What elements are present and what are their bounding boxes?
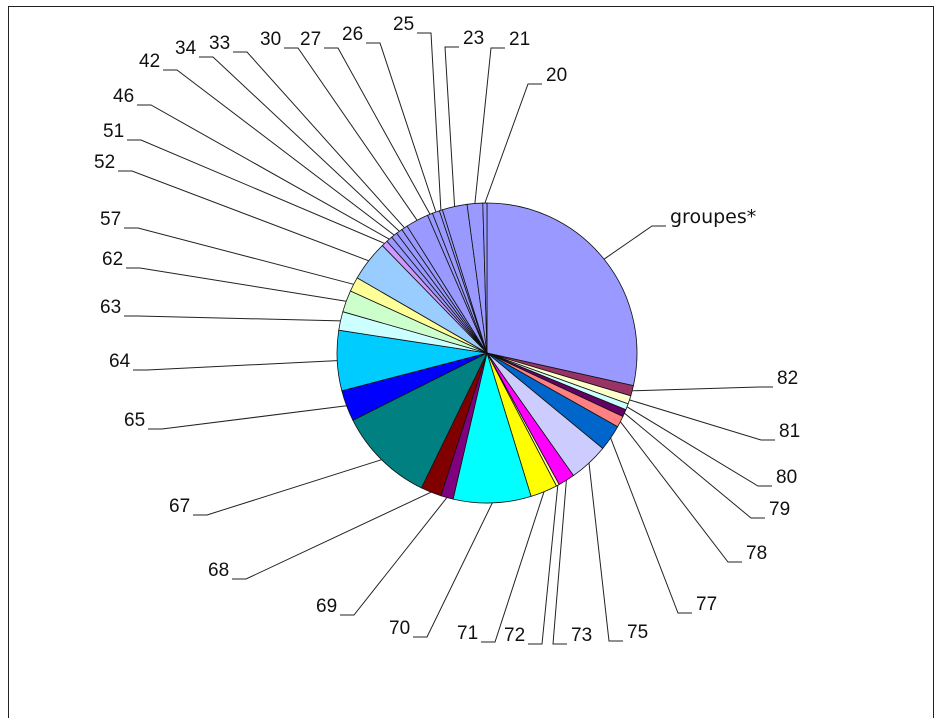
leader-line-groupes	[603, 225, 666, 260]
slice-label-30: 30	[260, 29, 281, 50]
leader-line-20	[484, 83, 542, 204]
slice-label-42: 42	[139, 51, 160, 72]
slice-label-82: 82	[777, 368, 798, 389]
slice-label-20: 20	[546, 65, 567, 86]
slice-labels: groupes* 82 81 80 79 78 77 75 73 72 71 70 69 68 67 65 64…	[94, 14, 800, 646]
slice-label-33: 33	[209, 33, 230, 54]
slice-label-72: 72	[504, 625, 525, 646]
leader-line-71	[481, 491, 545, 643]
slice-label-25: 25	[393, 14, 414, 35]
slice-label-64: 64	[109, 351, 131, 372]
slice-label-groupes: groupes*	[670, 206, 756, 228]
leader-line-81	[629, 399, 775, 441]
leader-line-80	[626, 406, 772, 487]
slice-label-73: 73	[571, 625, 592, 646]
leader-line-27	[324, 47, 431, 215]
slice-label-62: 62	[102, 249, 123, 270]
slice-label-79: 79	[769, 499, 790, 520]
leader-line-34	[199, 56, 400, 232]
leader-line-21	[474, 47, 505, 204]
slice-label-75: 75	[627, 622, 648, 643]
leader-line-78	[620, 421, 742, 563]
leader-line-62	[126, 267, 347, 302]
leader-line-25	[417, 32, 442, 211]
leader-line-57	[124, 227, 354, 285]
slice-label-71: 71	[457, 623, 478, 644]
slice-label-78: 78	[746, 543, 767, 564]
slice-label-57: 57	[100, 209, 121, 230]
leader-line-70	[413, 502, 493, 638]
slice-label-52: 52	[94, 152, 115, 173]
slice-label-77: 77	[696, 594, 717, 615]
pie-slices	[336, 202, 638, 504]
leader-line-77	[610, 437, 692, 614]
leader-line-30	[284, 47, 418, 221]
slice-label-51: 51	[103, 121, 124, 142]
leader-line-75	[588, 462, 623, 642]
slice-label-80: 80	[776, 467, 797, 488]
leader-line-52	[118, 170, 369, 262]
slice-label-68: 68	[208, 560, 229, 581]
leader-line-79	[624, 412, 765, 519]
pie-slice-20	[482, 202, 488, 354]
leader-line-64	[133, 360, 338, 371]
leader-line-73	[552, 480, 567, 645]
slice-label-63: 63	[100, 297, 121, 318]
slice-label-65: 65	[124, 410, 145, 431]
leader-line-23	[444, 46, 459, 207]
leader-line-46	[137, 104, 390, 240]
slice-label-26: 26	[342, 24, 363, 45]
leader-line-65	[148, 405, 347, 430]
slice-label-21: 21	[509, 29, 530, 50]
leader-line-68	[232, 491, 432, 580]
slice-label-23: 23	[463, 28, 484, 49]
leader-line-63	[124, 315, 341, 322]
leader-lines	[118, 32, 775, 645]
leader-line-42	[163, 69, 395, 236]
pie-slice-groupes	[486, 202, 638, 387]
leader-line-82	[632, 386, 773, 392]
slice-label-46: 46	[113, 86, 134, 107]
leader-line-72	[528, 485, 559, 645]
slice-label-70: 70	[389, 618, 410, 639]
leader-line-26	[366, 42, 437, 213]
chart-frame: groupes* 82 81 80 79 78 77 75 73 72 71 70 69 68 67 65 64…	[8, 6, 934, 718]
slice-label-27: 27	[300, 29, 321, 50]
leader-line-69	[340, 497, 448, 616]
pie-chart: groupes* 82 81 80 79 78 77 75 73 72 71 70 69 68 67 65 64…	[94, 14, 800, 646]
slice-label-69: 69	[316, 596, 337, 617]
slice-label-34: 34	[175, 38, 197, 59]
leader-line-33	[233, 51, 405, 229]
slice-label-67: 67	[169, 496, 190, 517]
slice-label-81: 81	[779, 421, 800, 442]
leader-line-51	[127, 139, 385, 244]
leader-line-67	[193, 459, 382, 516]
